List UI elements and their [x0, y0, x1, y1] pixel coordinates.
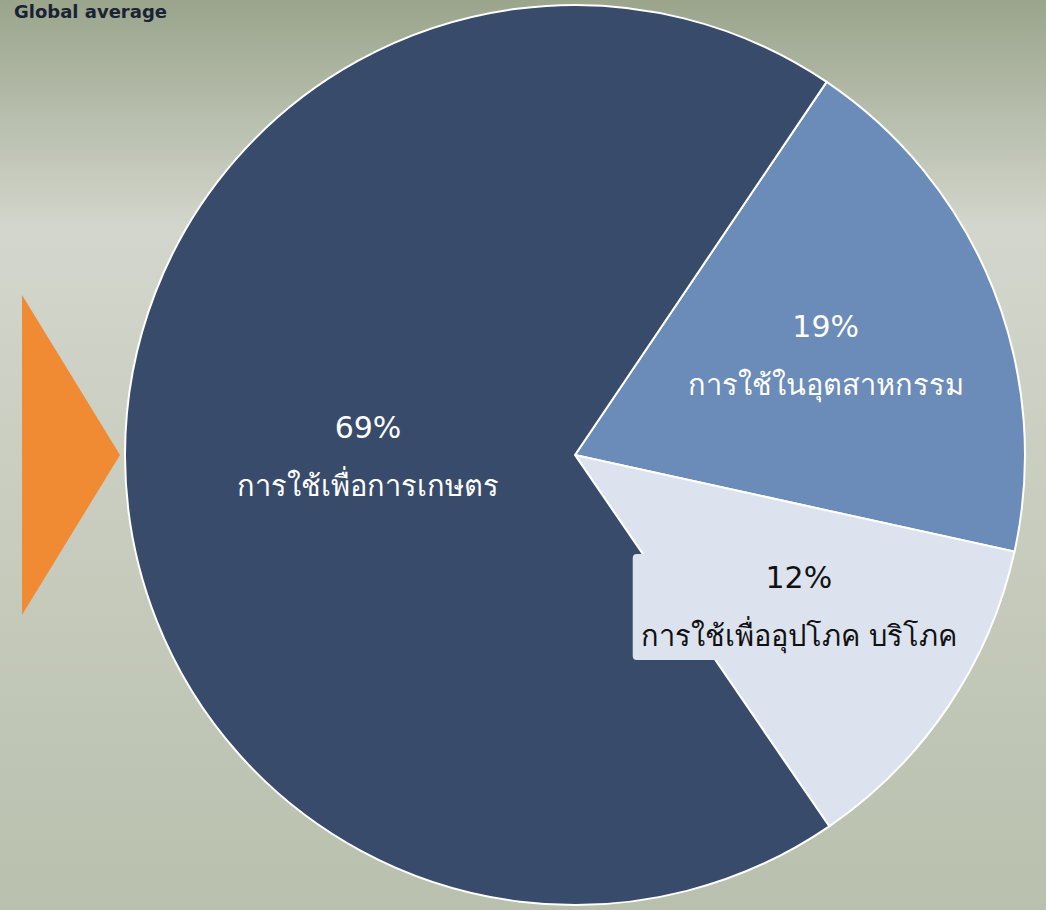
title: Global average [14, 1, 167, 22]
background [0, 0, 1046, 910]
slice-label: 69% การใช้เพื่อการเกษตร [237, 410, 499, 503]
slice-label: 12% การใช้เพื่ออุปโภค บริโภค [633, 554, 965, 660]
slice-label: 19% การใช้ในอุตสาหกรรม [688, 309, 964, 403]
category-label: การใช้ในอุตสาหกรรม [688, 368, 964, 403]
value-label: 12% [765, 560, 832, 595]
pie [125, 5, 1025, 905]
slice [125, 5, 829, 905]
arrow [22, 295, 120, 615]
value-label: 69% [335, 410, 402, 445]
category-label: การใช้เพื่ออุปโภค บริโภค [641, 616, 957, 654]
labels: 19% การใช้ในอุตสาหกรรม 12% การใช้เพื่ออุปโภ… [237, 309, 965, 660]
value-label: 19% [792, 309, 859, 344]
label-patch [633, 554, 965, 660]
category-label: การใช้เพื่อการเกษตร [237, 466, 499, 503]
chart: Global average 19% การใช้ในอุตสาหกรรม 12% กา… [0, 0, 1046, 910]
